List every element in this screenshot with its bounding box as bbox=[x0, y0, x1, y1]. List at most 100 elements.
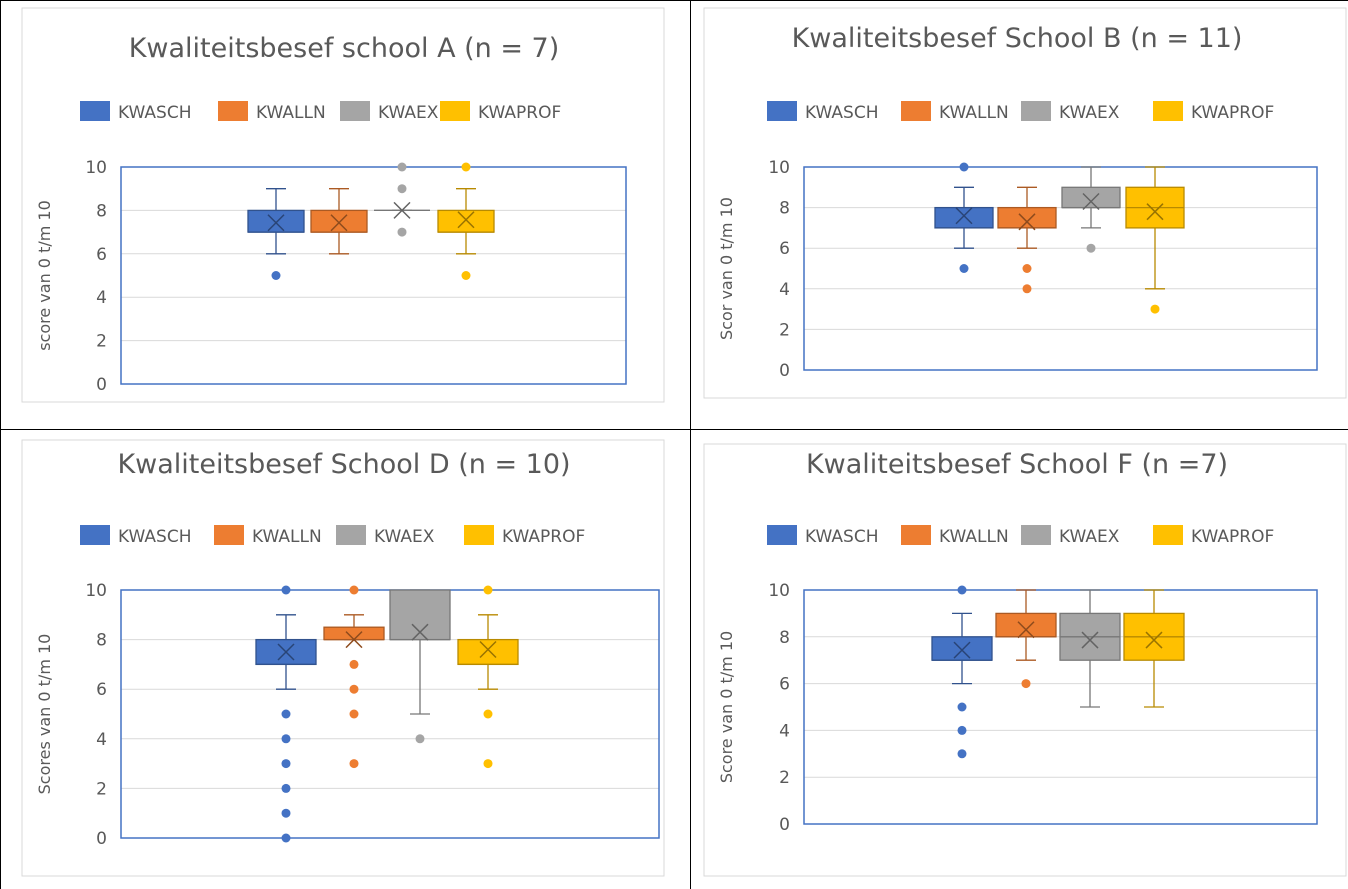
y-tick-label: 8 bbox=[779, 628, 790, 648]
y-tick-label: 0 bbox=[779, 361, 790, 381]
boxplot-school-a: Kwaliteitsbesef school A (n = 7) KWASCH KW… bbox=[21, 7, 665, 403]
mean-marker bbox=[393, 201, 411, 219]
outlier-point bbox=[483, 585, 493, 595]
chart-frame bbox=[703, 7, 1347, 399]
outlier-point bbox=[281, 783, 291, 793]
outlier-point bbox=[1022, 264, 1032, 273]
outlier-point bbox=[349, 659, 359, 669]
box-kwaex bbox=[1059, 589, 1121, 708]
outlier-point bbox=[397, 184, 407, 194]
legend-swatch-kwaex bbox=[336, 525, 366, 545]
outlier-point bbox=[281, 833, 291, 843]
y-axis-label: score van 0 t/m 10 bbox=[35, 200, 54, 351]
box-iqr bbox=[437, 209, 495, 233]
box-kwaprof bbox=[1123, 589, 1185, 708]
mean-marker bbox=[1017, 621, 1035, 639]
y-tick-label: 6 bbox=[779, 239, 790, 259]
box-kwalln bbox=[997, 186, 1057, 294]
outlier-point bbox=[1150, 304, 1160, 314]
outlier-point bbox=[959, 162, 969, 172]
y-tick-label: 2 bbox=[779, 320, 790, 340]
legend-label-kwalln: KWALLN bbox=[256, 103, 326, 123]
box-iqr bbox=[323, 626, 385, 641]
outlier-point bbox=[957, 585, 967, 595]
legend-label-kwaex: KWAEX bbox=[374, 527, 435, 547]
legend-label-kwalln: KWALLN bbox=[252, 527, 322, 547]
y-tick-label: 8 bbox=[96, 201, 107, 221]
mean-marker bbox=[457, 211, 475, 229]
outlier-point bbox=[281, 808, 291, 818]
box-iqr bbox=[995, 612, 1057, 638]
mean-marker bbox=[1082, 192, 1100, 211]
y-tick-label: 10 bbox=[768, 158, 790, 178]
outlier-point bbox=[349, 684, 359, 694]
mean-marker bbox=[277, 643, 295, 661]
mean-marker bbox=[953, 641, 971, 659]
box-kwaprof bbox=[1125, 166, 1185, 314]
box-kwasch bbox=[934, 162, 994, 273]
legend-label-kwaex: KWAEX bbox=[378, 103, 439, 123]
mean-marker bbox=[1018, 213, 1036, 231]
outlier-point bbox=[281, 585, 291, 595]
boxplot-school-b: Kwaliteitsbesef School B (n = 11) KWASCH K… bbox=[703, 7, 1347, 399]
legend-label-kwasch: KWASCH bbox=[118, 103, 192, 123]
outlier-point bbox=[415, 734, 425, 744]
y-tick-label: 10 bbox=[768, 581, 790, 601]
y-tick-label: 6 bbox=[96, 245, 107, 265]
outlier-point bbox=[271, 271, 281, 280]
box-kwalln bbox=[323, 585, 385, 769]
y-axis-label: Scor van 0 t/m 10 bbox=[717, 197, 736, 340]
outlier-point bbox=[349, 585, 359, 595]
legend-swatch-kwasch bbox=[80, 101, 110, 121]
legend-label-kwalln: KWALLN bbox=[939, 527, 1009, 547]
outlier-point bbox=[281, 759, 291, 769]
legend-swatch-kwaprof bbox=[464, 525, 494, 545]
legend-swatch-kwalln bbox=[218, 101, 248, 121]
outlier-point bbox=[959, 264, 969, 273]
table-border-center bbox=[690, 0, 691, 889]
legend-swatch-kwaex bbox=[1021, 101, 1051, 121]
boxplot-school-d: Kwaliteitsbesef School D (n = 10) KWASCH K… bbox=[21, 439, 665, 877]
plot-area bbox=[803, 166, 1318, 371]
y-tick-label: 4 bbox=[96, 288, 107, 308]
box-iqr bbox=[1061, 186, 1121, 209]
y-tick-label: 2 bbox=[779, 768, 790, 788]
mean-marker bbox=[411, 623, 429, 641]
y-tick-label: 6 bbox=[96, 680, 107, 700]
table-border-left bbox=[0, 0, 1, 889]
outlier-point bbox=[461, 271, 471, 280]
outlier-point bbox=[1021, 679, 1031, 689]
legend-swatch-kwasch bbox=[767, 101, 797, 121]
legend-swatch-kwalln bbox=[214, 525, 244, 545]
y-tick-label: 0 bbox=[96, 375, 107, 395]
legend-swatch-kwasch bbox=[767, 525, 797, 545]
mean-marker bbox=[479, 640, 497, 659]
outlier-point bbox=[397, 227, 407, 237]
legend-swatch-kwaprof bbox=[1153, 525, 1183, 545]
mean-marker bbox=[345, 631, 363, 649]
y-tick-label: 6 bbox=[779, 675, 790, 695]
box-kwaex bbox=[374, 162, 430, 237]
y-tick-label: 4 bbox=[96, 730, 107, 750]
table-border-middle bbox=[0, 429, 1348, 430]
y-tick-label: 4 bbox=[779, 280, 790, 300]
outlier-point bbox=[281, 734, 291, 744]
y-axis-label: Scores van 0 t/m 10 bbox=[35, 634, 54, 795]
box-iqr bbox=[457, 638, 519, 666]
outlier-point bbox=[349, 759, 359, 769]
y-tick-label: 8 bbox=[779, 199, 790, 219]
outlier-point bbox=[957, 702, 967, 712]
chart-frame bbox=[21, 439, 665, 877]
box-iqr bbox=[310, 209, 368, 233]
box-kwaprof bbox=[457, 585, 519, 769]
y-tick-label: 10 bbox=[85, 158, 107, 178]
box-kwaex bbox=[1061, 166, 1121, 253]
mean-marker bbox=[1145, 631, 1163, 649]
box-kwaex bbox=[389, 589, 451, 744]
plot-area bbox=[120, 166, 627, 385]
outlier-point bbox=[957, 725, 967, 735]
box-iqr bbox=[931, 636, 993, 661]
y-tick-label: 10 bbox=[85, 581, 107, 601]
legend-swatch-kwalln bbox=[901, 101, 931, 121]
